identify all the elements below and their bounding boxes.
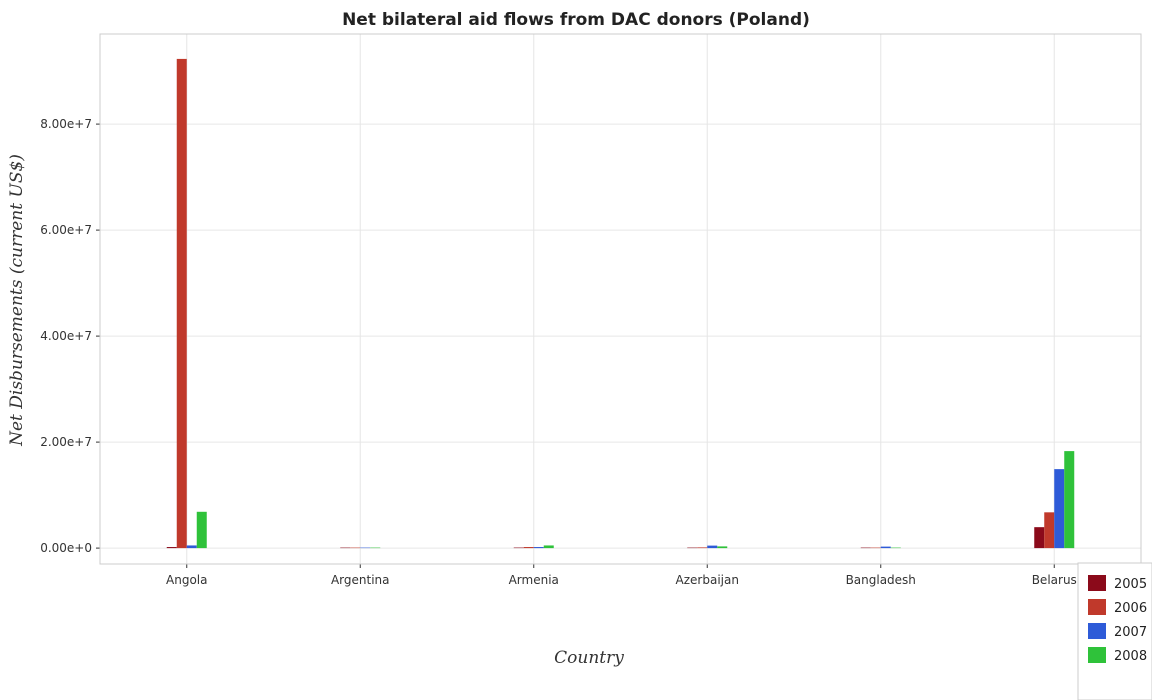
legend-label: 2006 bbox=[1114, 601, 1147, 616]
x-tick-label: Belarus bbox=[1032, 573, 1077, 587]
bar-2007-azerbaijan bbox=[707, 545, 718, 549]
x-tick-label: Angola bbox=[166, 573, 207, 587]
bar-2005-belarus bbox=[1034, 527, 1045, 549]
bar-2005-armenia bbox=[513, 547, 524, 549]
bar-2007-argentina bbox=[360, 547, 371, 549]
bar-2005-azerbaijan bbox=[687, 547, 698, 549]
legend-label: 2007 bbox=[1114, 625, 1147, 640]
bar-2008-belarus bbox=[1064, 451, 1075, 549]
y-tick-label: 8.00e+7 bbox=[40, 117, 92, 131]
legend-swatch bbox=[1088, 599, 1106, 615]
bar-2008-bangladesh bbox=[890, 547, 901, 549]
legend-label: 2005 bbox=[1114, 577, 1147, 592]
bar-2007-belarus bbox=[1054, 469, 1065, 549]
bar-2008-azerbaijan bbox=[717, 546, 728, 549]
bars bbox=[166, 58, 1075, 549]
y-axis-label: Net Disbursements (current US$) bbox=[7, 154, 27, 447]
x-axis-label: Country bbox=[554, 648, 624, 668]
legend-label: 2008 bbox=[1114, 649, 1147, 664]
y-tick-label: 0.00e+0 bbox=[40, 541, 92, 555]
bar-2006-angola bbox=[176, 58, 187, 549]
legend-swatch bbox=[1088, 647, 1106, 663]
bar-2008-armenia bbox=[543, 545, 554, 549]
x-tick-label: Armenia bbox=[509, 573, 559, 587]
bar-2006-armenia bbox=[523, 547, 534, 549]
bar-2006-belarus bbox=[1044, 512, 1055, 549]
legend: 2005 2006 2007 2008 bbox=[1077, 562, 1152, 700]
bar-2007-angola bbox=[186, 545, 197, 549]
bar-2007-bangladesh bbox=[880, 546, 891, 549]
bar-2005-angola bbox=[166, 547, 177, 549]
y-tick-label: 2.00e+7 bbox=[40, 435, 92, 449]
bar-2008-argentina bbox=[370, 547, 381, 549]
x-tick-label: Azerbaijan bbox=[676, 573, 739, 587]
bar-2006-bangladesh bbox=[870, 547, 881, 549]
bar-2006-argentina bbox=[350, 547, 361, 549]
legend-swatch bbox=[1088, 623, 1106, 639]
x-ticks: Angola Argentina Armenia Azerbaijan Banglade… bbox=[166, 564, 1077, 587]
bar-2006-azerbaijan bbox=[697, 547, 708, 549]
plot-frame bbox=[99, 33, 1142, 565]
bar-2005-argentina bbox=[340, 547, 351, 549]
chart-title: Net bilateral aid flows from DAC donors … bbox=[342, 10, 810, 30]
y-tick-label: 6.00e+7 bbox=[40, 223, 92, 237]
y-ticks: 0.00e+0 2.00e+7 4.00e+7 6.00e+7 8.00e+7 bbox=[40, 117, 100, 555]
bar-2008-angola bbox=[196, 511, 207, 549]
x-tick-label: Bangladesh bbox=[846, 573, 916, 587]
legend-swatch bbox=[1088, 575, 1106, 591]
y-tick-label: 4.00e+7 bbox=[40, 329, 92, 343]
bar-2007-armenia bbox=[533, 547, 544, 549]
bar-2005-bangladesh bbox=[860, 547, 871, 549]
x-tick-label: Argentina bbox=[331, 573, 390, 587]
